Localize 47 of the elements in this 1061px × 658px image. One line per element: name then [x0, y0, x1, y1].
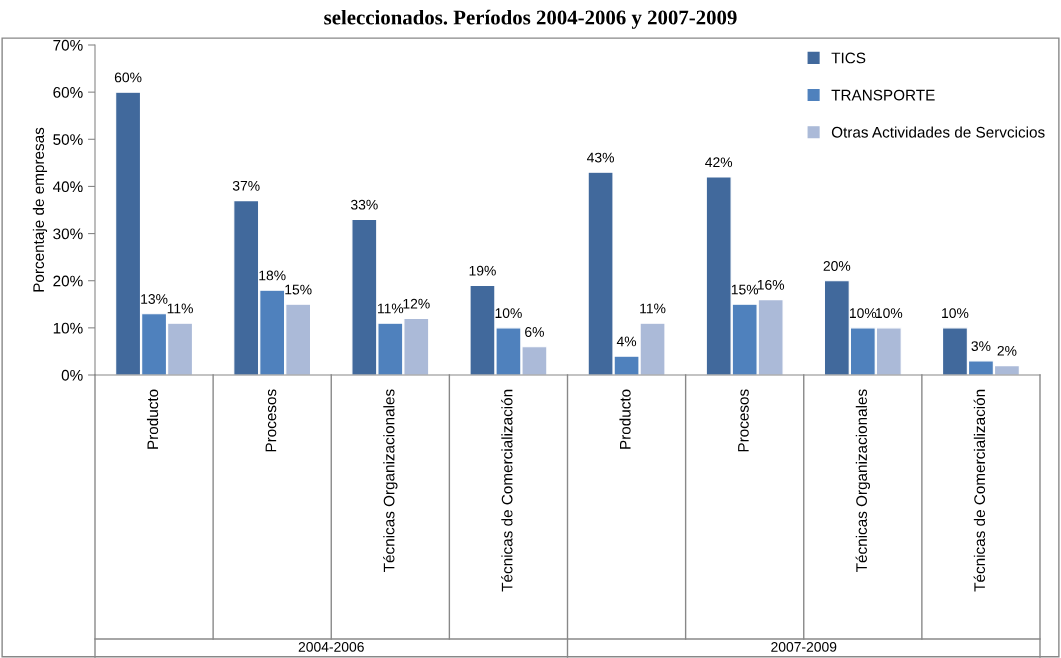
data-label: 19%: [469, 265, 496, 276]
data-label: 10%: [942, 308, 969, 319]
data-label: 20%: [823, 261, 851, 271]
data-label: 15%: [285, 284, 312, 295]
legend-label: Otras Actividades de Servcicios: [831, 126, 1045, 138]
data-label: 18%: [259, 270, 286, 281]
text: 2007-2009: [771, 641, 837, 652]
x-tick-label: Técnicas de Comercialización: [501, 389, 513, 592]
data-label: 3%: [971, 341, 991, 352]
y-tick-label: 20%: [53, 275, 83, 287]
chart-title: seleccionados. Períodos 2004-2006 y 2007-2009: [324, 9, 737, 29]
data-label: 10%: [495, 308, 522, 319]
data-label: 16%: [757, 279, 785, 290]
x-tick-label: Procesos: [265, 389, 277, 452]
data-label: 4%: [616, 336, 637, 347]
data-label: 60%: [114, 72, 142, 83]
x-tick-label: Producto: [619, 389, 631, 449]
legend-label: TICS: [831, 52, 866, 64]
data-label: 42%: [705, 157, 733, 168]
y-tick-label: 30%: [53, 228, 83, 240]
data-label: 10%: [875, 308, 903, 319]
data-label: 11%: [377, 303, 404, 314]
y-tick-label: 10%: [53, 322, 83, 334]
legend-label: TRANSPORTE: [831, 89, 935, 101]
x-tick-label: Técnicas de Comercialización: [973, 389, 986, 592]
data-label: 43%: [587, 152, 614, 163]
y-tick-label: 0%: [61, 369, 83, 381]
data-label: 13%: [141, 294, 168, 304]
data-label: 12%: [403, 298, 430, 309]
data-label: 6%: [525, 327, 544, 337]
text: 2004-2006: [298, 641, 364, 652]
data-label: 10%: [849, 308, 877, 319]
x-tick-label: Producto: [146, 389, 159, 449]
data-label: 2%: [997, 345, 1017, 356]
y-tick-label: 60%: [53, 87, 83, 98]
data-label: 11%: [167, 303, 193, 314]
x-tick-label: Técnicas Organizacionales: [383, 389, 398, 572]
data-label: 11%: [640, 303, 666, 314]
data-label: 37%: [232, 180, 260, 191]
x-tick-label: Técnicas Organizacionales: [855, 389, 871, 572]
data-label: 33%: [350, 199, 378, 210]
y-axis-title: Porcentaje de empresas: [32, 127, 48, 292]
y-tick-label: 70%: [53, 39, 83, 51]
y-tick-label: 50%: [53, 134, 83, 145]
data-label: 15%: [731, 284, 759, 295]
x-tick-label: Procesos: [738, 389, 749, 452]
y-tick-label: 40%: [52, 181, 83, 193]
